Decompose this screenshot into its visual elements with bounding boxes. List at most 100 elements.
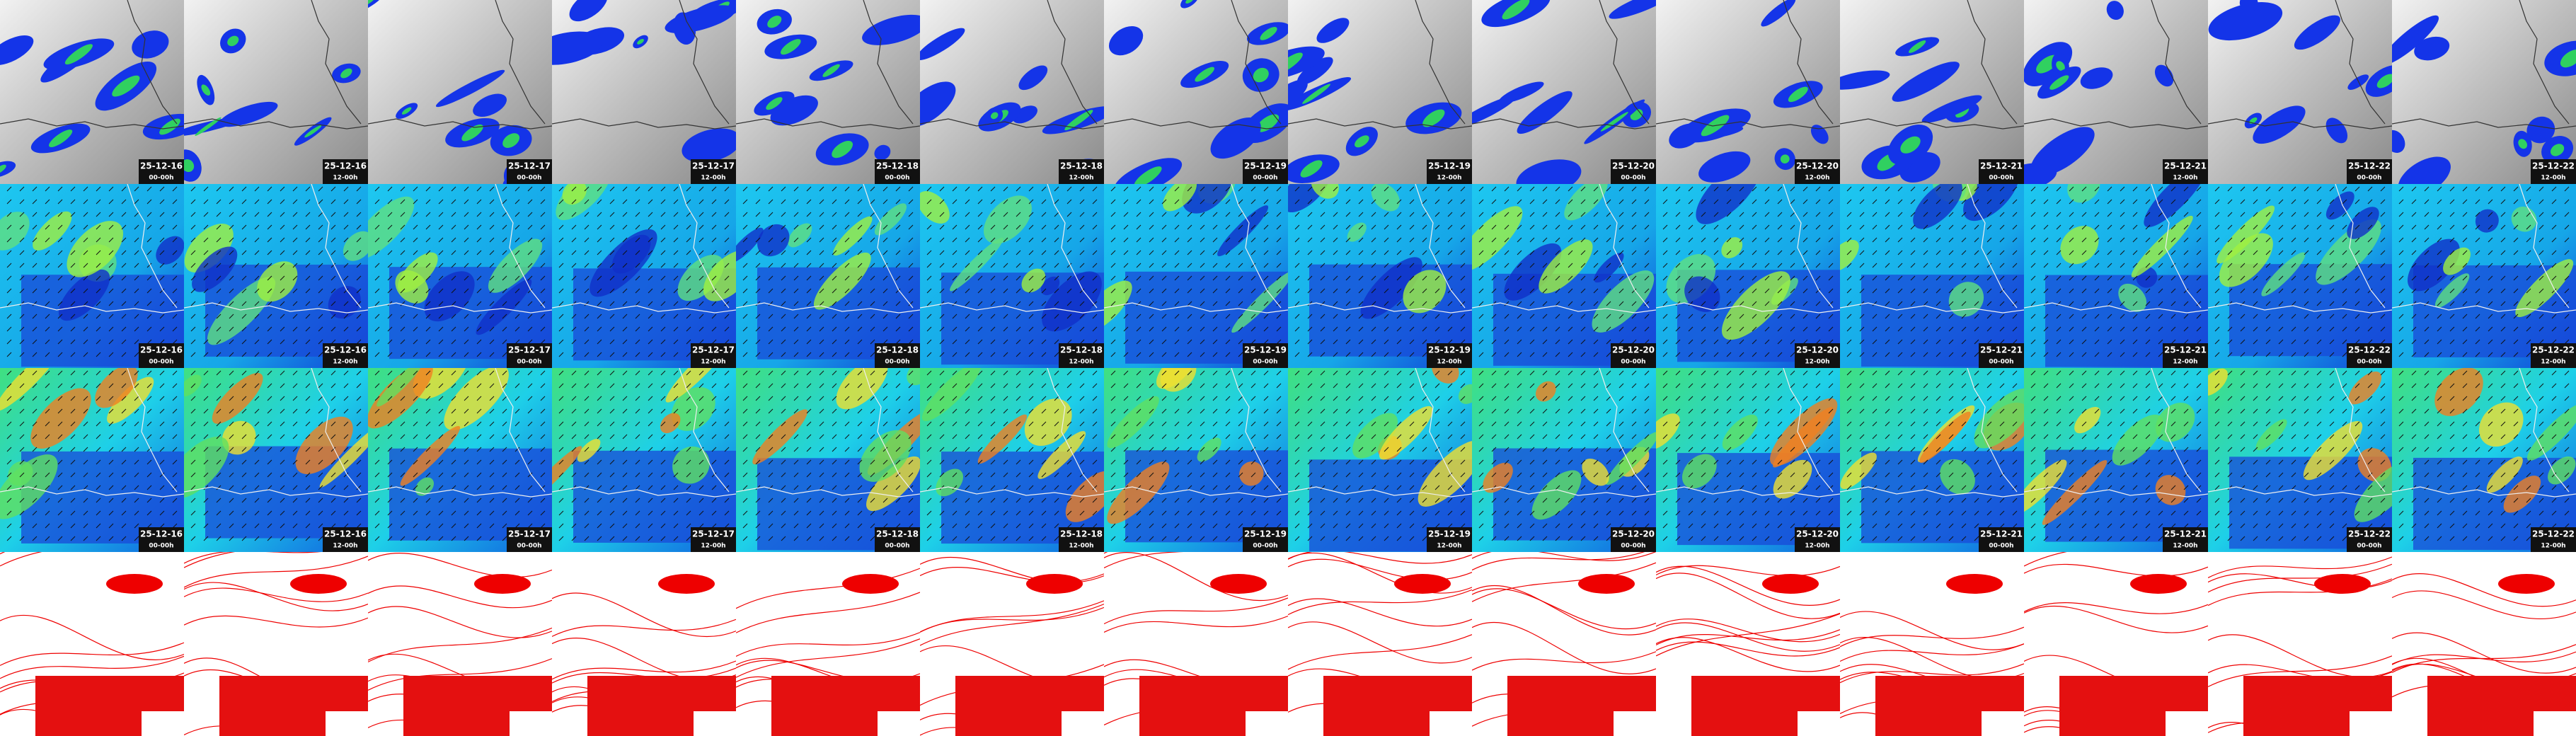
wind-arrow: [1790, 263, 1795, 268]
wind-arrow: [1460, 472, 1466, 478]
wind-arrow: [374, 408, 380, 414]
wind-arrow: [1542, 212, 1548, 217]
precip-core: [1260, 27, 1277, 40]
wind-arrow: [1460, 396, 1466, 401]
wind-arrow: [241, 523, 247, 529]
wind-arrow: [70, 301, 76, 306]
wind-arrow: [908, 224, 914, 230]
wind-arrow: [844, 459, 850, 465]
wind-arrow: [1631, 396, 1637, 401]
wind-arrow: [1517, 434, 1522, 439]
wind-arrow: [267, 352, 272, 357]
wind-arrow: [584, 199, 590, 205]
wind-arrow: [451, 498, 456, 503]
wind-blob: [1531, 470, 1582, 520]
wind-arrow: [597, 396, 602, 401]
wind-arrow: [1739, 485, 1744, 490]
wind-arrow: [844, 523, 850, 529]
wind-blob: [368, 368, 433, 429]
label-box: [323, 159, 368, 184]
wind-arrow: [571, 275, 577, 281]
wind-arrow: [1974, 237, 1979, 243]
wind-arrow: [229, 421, 234, 427]
wind-arrow: [781, 301, 786, 306]
wind-arrow: [965, 186, 970, 192]
wind-arrow: [514, 263, 520, 268]
wind-arrow: [1593, 383, 1599, 389]
isobar: [1656, 613, 1840, 657]
wind-arrow: [1675, 434, 1681, 439]
wind-arrow: [711, 498, 717, 503]
wind-arrow: [939, 314, 945, 319]
wind-arrow: [57, 459, 63, 465]
wind-arrow: [1618, 408, 1624, 414]
wind-arrow: [1910, 510, 1916, 516]
wind-blob: [1684, 276, 1720, 312]
wind-arrow: [451, 370, 456, 376]
wind-blob: [1963, 184, 2019, 222]
wind-arrow: [648, 523, 653, 529]
wind-arrow: [514, 199, 520, 205]
wind-arrow: [1828, 434, 1834, 439]
wind-arrow: [1478, 237, 1484, 243]
wind-arrow: [698, 212, 704, 217]
wind-arrow: [1662, 459, 1668, 465]
wind-arrow: [1885, 301, 1890, 306]
wind-arrow: [1187, 447, 1192, 452]
wind-arrow: [241, 383, 247, 389]
wind-arrow: [597, 485, 602, 490]
wind-arrow: [108, 536, 114, 541]
wind-arrow: [387, 383, 393, 389]
wind-arrow: [1003, 352, 1008, 357]
wind-arrow: [489, 288, 495, 294]
wind-arrow: [1200, 536, 1205, 541]
wind-arrow: [400, 314, 406, 319]
wind-arrow: [1212, 263, 1218, 268]
wind-arrow: [540, 212, 546, 217]
wind-arrow: [1568, 250, 1573, 255]
wind-arrow: [1041, 186, 1047, 192]
wind-arrow: [489, 459, 495, 465]
wind-arrow: [660, 434, 666, 439]
wind-arrow: [1333, 339, 1338, 345]
precip-core: [767, 16, 782, 28]
wind-arrow: [1066, 301, 1072, 306]
wind-arrow: [438, 250, 444, 255]
wind-arrow: [280, 339, 285, 345]
time-label: 00-00h: [1621, 543, 1645, 550]
wind-arrow: [1517, 485, 1522, 490]
wind-arrow: [1250, 370, 1256, 376]
wind-arrow: [781, 434, 786, 439]
time-label: 00-00h: [1621, 175, 1645, 182]
wind-arrow: [1885, 472, 1890, 478]
wind-arrow: [597, 288, 602, 294]
wind-arrow: [870, 459, 875, 465]
isobar: [552, 592, 736, 638]
wind-arrow: [57, 326, 63, 332]
wind-arrow: [1263, 314, 1269, 319]
wind-arrow: [1948, 523, 1954, 529]
map-tile: [368, 552, 552, 736]
wind-arrow: [698, 408, 704, 414]
wind-arrow: [844, 199, 850, 205]
wind-arrow: [1028, 396, 1034, 401]
wind-arrow: [1739, 447, 1744, 452]
wind-arrow: [1568, 396, 1573, 401]
wind-arrow: [1618, 421, 1624, 427]
wind-arrow: [571, 510, 577, 516]
wind-arrow: [464, 301, 469, 306]
wind-arrow: [1066, 224, 1072, 230]
wind-arrow: [1517, 237, 1522, 243]
wind-arrow: [159, 326, 165, 332]
wind-arrow: [1092, 263, 1098, 268]
wind-arrow: [1212, 224, 1218, 230]
wind-arrow: [400, 250, 406, 255]
time-label: 00-00h: [1621, 359, 1645, 366]
wind-arrow: [1212, 434, 1218, 439]
wind-arrow: [254, 523, 260, 529]
wind-arrow: [857, 472, 863, 478]
wind-arrow: [870, 421, 875, 427]
wind-arrow: [742, 237, 748, 243]
